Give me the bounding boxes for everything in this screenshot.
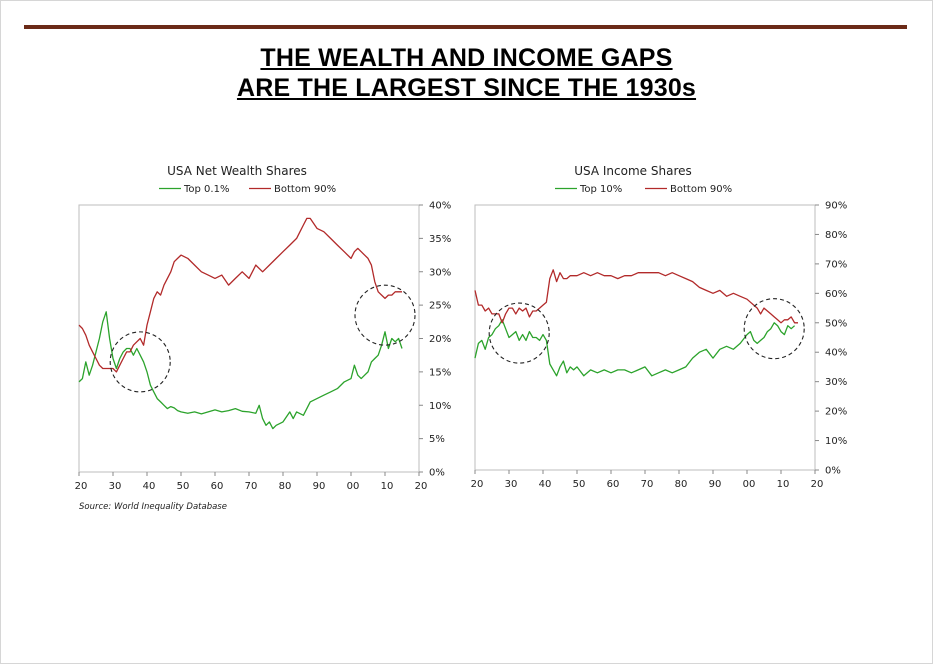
y-tick-label: 20% (429, 334, 451, 345)
x-tick-label: 50 (177, 481, 190, 492)
y-tick-label: 30% (429, 267, 451, 278)
page-title-line-2: ARE THE LARGEST SINCE THE 1930s (236, 74, 697, 102)
y-tick-label: 60% (825, 289, 847, 300)
y-tick-label: 0% (825, 466, 841, 477)
income-shares-chart: USA Income Shares Top 10% Bottom 90% 0% 10% 2… (471, 164, 848, 490)
series-line-1 (78, 217, 402, 373)
x-tick-label: 60 (211, 481, 224, 492)
x-tick-label: 90 (709, 479, 722, 490)
x-tick-label: 70 (245, 481, 258, 492)
x-tick-label: 20 (811, 479, 824, 490)
legend-label-1: Bottom 90% (274, 184, 336, 195)
legend-label-0: Top 10% (579, 184, 622, 195)
y-tick-label: 50% (825, 318, 847, 329)
chart-title: USA Net Wealth Shares (167, 164, 307, 178)
y-tick-label: 40% (825, 348, 847, 359)
x-tick-label: 10 (381, 481, 394, 492)
y-tick-label: 0% (429, 468, 445, 479)
x-tick-label: 30 (505, 479, 518, 490)
y-tick-label: 20% (825, 407, 847, 418)
highlight-circle-1 (743, 298, 805, 360)
legend-label-0: Top 0.1% (183, 184, 229, 195)
x-tick-label: 80 (279, 481, 292, 492)
highlight-circle-1 (354, 284, 416, 346)
y-tick-label: 25% (429, 301, 451, 312)
x-tick-label: 20 (471, 479, 484, 490)
header-accent-bar (24, 25, 907, 29)
plot-area (78, 204, 420, 473)
x-tick-label: 20 (415, 481, 428, 492)
x-tick-label: 70 (641, 479, 654, 490)
y-tick-label: 15% (429, 367, 451, 378)
y-tick-label: 5% (429, 434, 445, 445)
x-tick-label: 40 (539, 479, 552, 490)
highlight-circle-0 (488, 302, 550, 364)
x-tick-label: 50 (573, 479, 586, 490)
y-tick-label: 90% (825, 201, 847, 212)
x-tick-label: 40 (143, 481, 156, 492)
y-tick-label: 35% (429, 234, 451, 245)
legend-label-1: Bottom 90% (670, 184, 732, 195)
y-tick-label: 70% (825, 259, 847, 270)
chart-title: USA Income Shares (574, 164, 692, 178)
y-tick-label: 10% (825, 436, 847, 447)
y-tick-label: 40% (429, 201, 451, 212)
x-tick-label: 00 (347, 481, 360, 492)
y-tick-label: 30% (825, 377, 847, 388)
x-tick-label: 00 (743, 479, 756, 490)
page-title-line-1: THE WEALTH AND INCOME GAPS (260, 44, 673, 72)
y-tick-label: 80% (825, 230, 847, 241)
x-tick-label: 60 (607, 479, 620, 490)
source-note: Source: World Inequality Database (79, 502, 227, 512)
x-tick-label: 10 (777, 479, 790, 490)
x-tick-label: 80 (675, 479, 688, 490)
y-tick-label: 10% (429, 401, 451, 412)
series-line-1 (474, 269, 798, 324)
x-tick-label: 30 (109, 481, 122, 492)
highlight-circle-0 (109, 331, 171, 393)
x-tick-label: 90 (313, 481, 326, 492)
wealth-shares-chart: USA Net Wealth Shares Top 0.1% Bottom 90% 0… (75, 164, 452, 492)
series-line-0 (78, 311, 403, 430)
x-tick-label: 20 (75, 481, 88, 492)
series-line-0 (474, 319, 796, 377)
